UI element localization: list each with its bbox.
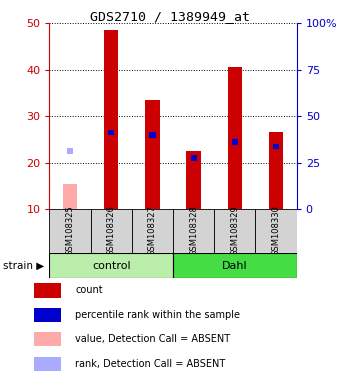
Bar — [269, 132, 283, 209]
Bar — [273, 144, 279, 149]
Text: GSM108329: GSM108329 — [231, 205, 239, 256]
Bar — [187, 151, 201, 209]
Bar — [232, 139, 238, 144]
Text: GSM108327: GSM108327 — [148, 205, 157, 256]
Text: strain ▶: strain ▶ — [3, 261, 45, 271]
Text: GDS2710 / 1389949_at: GDS2710 / 1389949_at — [90, 10, 251, 23]
Bar — [145, 100, 160, 209]
Text: GSM108328: GSM108328 — [189, 205, 198, 256]
Text: GSM108326: GSM108326 — [107, 205, 116, 256]
Bar — [67, 148, 73, 154]
Bar — [91, 209, 132, 253]
Bar — [132, 209, 173, 253]
Text: rank, Detection Call = ABSENT: rank, Detection Call = ABSENT — [75, 359, 225, 369]
Text: percentile rank within the sample: percentile rank within the sample — [75, 310, 240, 320]
Text: count: count — [75, 285, 103, 295]
Bar — [173, 209, 214, 253]
Text: GSM108330: GSM108330 — [271, 205, 281, 256]
Bar — [255, 209, 297, 253]
Bar — [63, 184, 77, 209]
Bar — [108, 130, 114, 135]
Bar — [228, 67, 242, 209]
Bar — [191, 155, 197, 161]
Bar — [149, 132, 155, 137]
Bar — [34, 308, 61, 322]
Text: control: control — [92, 261, 131, 271]
Text: Dahl: Dahl — [222, 261, 248, 271]
Bar — [173, 253, 297, 278]
Bar — [34, 332, 61, 346]
Bar — [49, 253, 173, 278]
Bar — [34, 356, 61, 371]
Text: value, Detection Call = ABSENT: value, Detection Call = ABSENT — [75, 334, 230, 344]
Bar — [214, 209, 255, 253]
Bar — [104, 30, 118, 209]
Bar — [49, 209, 91, 253]
Bar — [34, 283, 61, 298]
Text: GSM108325: GSM108325 — [65, 205, 75, 256]
